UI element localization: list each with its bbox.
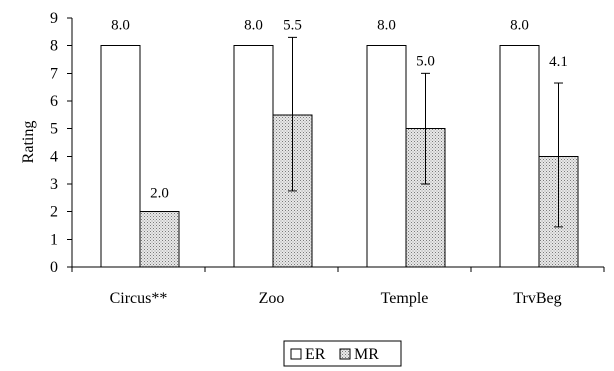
data-label-mr-3: 4.1: [549, 54, 568, 70]
y-tick-label-2: 2: [50, 204, 58, 221]
y-tick-label-3: 3: [50, 176, 58, 193]
legend-label-mr: MR: [354, 346, 379, 363]
data-label-er-3: 8.0: [510, 18, 529, 34]
y-tick-label-1: 1: [50, 231, 58, 248]
legend-label-er: ER: [305, 346, 326, 363]
data-label-er-0: 8.0: [111, 18, 130, 34]
bar-mr-0: [139, 211, 180, 268]
y-tick-label-0: 0: [50, 259, 58, 276]
y-tick-label-9: 9: [50, 10, 58, 27]
y-tick-label-5: 5: [50, 121, 58, 138]
legend-swatch-mr: [339, 348, 351, 360]
y-tick-label-6: 6: [50, 93, 58, 110]
x-tick-label-2: Temple: [381, 290, 429, 307]
legend: ER MR: [283, 340, 402, 367]
data-label-mr-2: 5.0: [416, 53, 435, 69]
data-label-er-1: 8.0: [244, 18, 263, 34]
plot-area: 0 1 2 3 4 5 6 7 8 9 Circus** Zoo Temple TrvBeg 8.0 8.0 8…: [50, 10, 605, 307]
bar-er-3: [499, 45, 540, 268]
bar-er-1: [233, 45, 274, 268]
x-tick-label-3: TrvBeg: [513, 290, 561, 307]
bar-er-2: [366, 45, 407, 268]
data-label-mr-0: 2.0: [150, 186, 169, 202]
y-tick-label-8: 8: [50, 38, 58, 55]
data-label-mr-1: 5.5: [283, 17, 302, 33]
x-tick-label-0: Circus**: [110, 290, 168, 307]
legend-swatch-er: [290, 348, 302, 360]
data-label-er-2: 8.0: [377, 18, 396, 34]
x-tick-label-1: Zoo: [259, 290, 285, 307]
bar-er-0: [100, 45, 141, 268]
y-tick-label-7: 7: [50, 65, 58, 82]
y-axis-title: Rating: [20, 121, 37, 164]
y-tick-label-4: 4: [50, 148, 58, 165]
